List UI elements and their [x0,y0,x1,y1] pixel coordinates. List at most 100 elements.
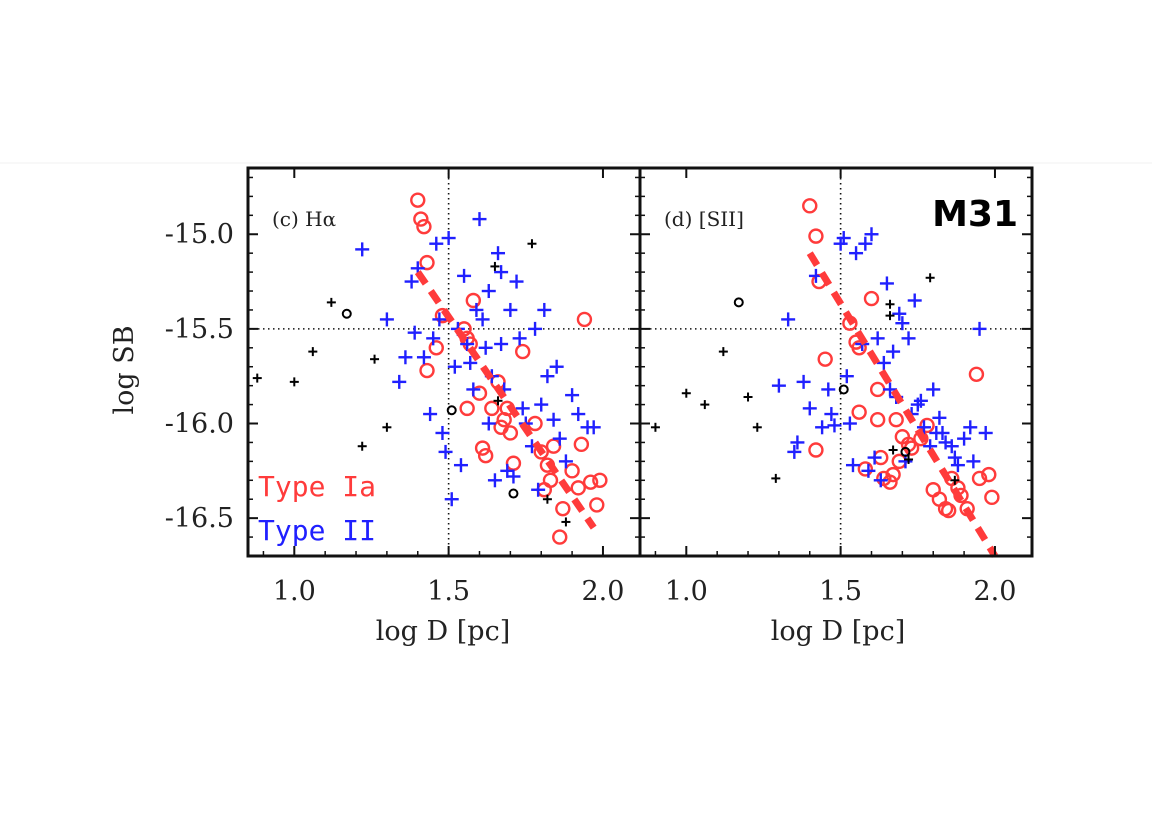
unclassified-point [700,400,710,410]
x-tick-label: 1.5 [819,576,862,607]
type-ii-point [453,458,468,473]
type-ii-point [355,242,370,257]
type-ia-point [582,474,599,490]
type-ii-point [475,312,490,327]
unclassified-circle-point [838,384,849,395]
type-ii-point [552,431,567,446]
type-ii-point [963,420,978,435]
type-ii-point [932,410,947,425]
type-ia-point [940,502,957,519]
type-ii-point [972,321,987,336]
x-tick-label: 1.0 [665,576,708,607]
type-ii-point [494,265,509,280]
type-ii-point [481,416,496,431]
unclassified-point [650,422,660,432]
type-ii-point [549,359,564,374]
type-ii-point [950,458,965,473]
unclassified-circle-point [508,488,519,499]
legend-type-ia: Type Ia [258,470,376,503]
type-ii-point [944,439,959,454]
unclassified-point [885,311,895,321]
type-ii-point [836,231,851,246]
galaxy-label: M31 [932,194,1018,235]
type-ii-point [864,227,879,242]
type-ia-point [416,218,432,235]
type-ii-point [531,482,546,497]
type-ia-point [474,440,491,456]
type-ia-point [419,362,435,379]
panel-d-x-axis-label: log D [pc] [771,616,905,647]
y-axis-label: log SB [109,325,140,414]
type-ii-point [849,246,864,261]
type-ii-point [947,450,962,465]
type-ia-point [869,381,886,398]
unclassified-point [743,392,753,402]
unclassified-point [888,445,898,455]
type-ii-point [842,416,857,431]
type-ii-point [824,407,839,422]
type-ii-point [571,407,586,422]
type-ii-point [895,316,910,331]
type-ia-point [925,482,941,498]
type-ii-point [886,344,901,359]
type-ia-point [573,436,590,453]
type-ii-point [503,302,518,317]
type-ia-point [931,491,948,507]
unclassified-point [289,377,299,387]
type-ii-point [432,312,447,327]
type-ia-point [564,463,580,479]
panel-c-label: (c) Hα [272,207,336,231]
type-ii-point [558,454,573,469]
type-ii-point [457,268,472,283]
unclassified-point [752,422,762,432]
type-ii-point [815,420,830,435]
type-ii-point [916,420,931,435]
type-ii-point [858,236,873,251]
type-ii-point [802,401,817,416]
type-ii-point [423,407,438,422]
type-ia-point [410,192,426,208]
type-ii-point [478,340,493,355]
type-ia-point [413,211,429,227]
type-ii-point [404,274,419,289]
unclassified-point [542,494,552,504]
type-ii-point [790,435,805,450]
unclassified-point [950,475,960,485]
type-ii-point [796,374,811,389]
type-ia-point [477,447,494,464]
y-tick-label: -16.0 [165,409,234,440]
type-ii-point [537,302,552,317]
panel-c-x-axis-label: log D [pc] [376,616,510,647]
type-ia-point [885,466,901,483]
type-ii-point [546,412,561,427]
type-ia-point [484,400,500,417]
type-ia-point [592,472,608,488]
type-ii-point [447,359,462,374]
y-tick-label: -15.0 [165,219,234,250]
fit-line [414,270,597,530]
panel-d-sii: 1.0 1.5 2.0 (d) [SII] log D [pc] [638,166,1034,647]
type-ia-point [808,442,824,458]
type-ii-point [957,431,972,446]
type-ii-point [379,312,394,327]
type-ii-point [913,393,928,408]
type-ii-point [528,321,543,336]
x-tick-label: 1.0 [273,576,316,607]
type-ia-point [863,290,880,307]
unclassified-point [308,347,318,357]
unclassified-circle-point [900,446,911,457]
type-ia-point [505,455,522,471]
type-ia-point [419,254,435,271]
type-ia-point [981,466,997,483]
type-ia-point [919,417,935,434]
x-tick-label: 2.0 [581,576,624,607]
type-ii-point [781,312,796,327]
unclassified-circle-point [446,405,457,416]
legend-type-ii: Type II [258,514,376,547]
type-ia-point [808,228,824,244]
type-ii-point [586,420,601,435]
type-ia-point [552,529,568,545]
type-ia-point [857,461,874,477]
type-ii-point [565,388,580,403]
unclassified-point [771,473,781,483]
